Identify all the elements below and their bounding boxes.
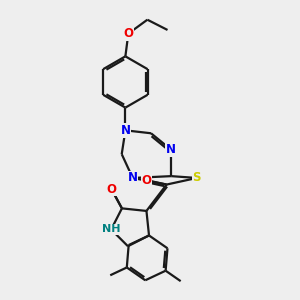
Text: NH: NH: [102, 224, 120, 235]
Text: O: O: [142, 174, 152, 187]
Text: O: O: [106, 183, 116, 196]
Text: N: N: [128, 172, 138, 184]
Text: S: S: [193, 172, 201, 184]
Text: O: O: [123, 27, 133, 40]
Text: N: N: [166, 143, 176, 156]
Text: N: N: [120, 124, 130, 137]
